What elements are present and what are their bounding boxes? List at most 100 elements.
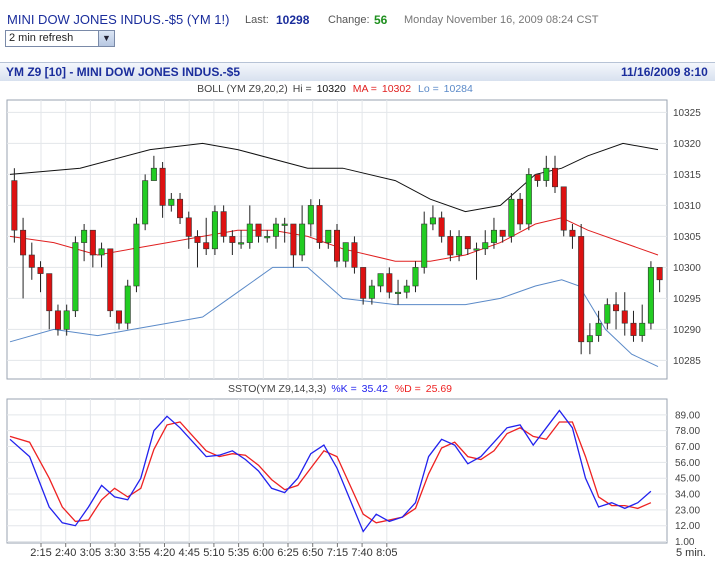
- candle-body: [142, 180, 149, 225]
- boll-hi-label: Hi =: [293, 83, 312, 95]
- candle-body: [639, 322, 646, 336]
- boll-legend: BOLL (YM Z9,20,2) Hi = 10320 MA = 10302 …: [197, 83, 473, 95]
- candle-body: [395, 291, 402, 294]
- candle-body: [98, 248, 105, 256]
- candlestick: [150, 155, 157, 181]
- x-tick-label: 6:25: [277, 547, 298, 559]
- candle-body: [429, 217, 436, 225]
- price-panel: BOLL (YM Z9,20,2) Hi = 10320 MA = 10302 …: [6, 83, 701, 380]
- candle-body: [133, 223, 140, 287]
- ssto-d-label: %D =: [395, 383, 421, 395]
- chart-date: 11/16/2009 8:10: [621, 65, 708, 79]
- candle-body: [316, 205, 323, 243]
- candlestick: [578, 224, 585, 355]
- candle-body: [421, 223, 428, 268]
- ssto-tick-label: 67.00: [675, 442, 700, 453]
- candle-body: [534, 174, 541, 181]
- candlestick: [438, 211, 445, 243]
- candle-body: [647, 267, 654, 324]
- candlestick: [133, 217, 140, 293]
- candlestick: [325, 229, 332, 249]
- candle-body: [11, 180, 18, 231]
- candlestick: [20, 217, 27, 299]
- candle-body: [517, 198, 524, 225]
- boll-hi-value: 10320: [317, 83, 346, 95]
- candlestick: [333, 224, 341, 268]
- candlestick: [386, 267, 393, 299]
- candlestick: [543, 155, 550, 187]
- candlestick: [351, 236, 358, 274]
- ssto-k-label: %K =: [331, 383, 356, 395]
- candlestick: [377, 273, 384, 293]
- candle-body: [604, 304, 611, 324]
- chart-area: BOLL (YM Z9,20,2) Hi = 10320 MA = 10302 …: [0, 81, 715, 567]
- price-tick-label: 10315: [673, 170, 701, 181]
- candlestick: [299, 205, 306, 262]
- candle-body: [37, 267, 44, 274]
- stochastic-panel: SSTO(YM Z9,14,3,3) %K = 35.42 %D = 25.69…: [6, 383, 700, 548]
- candle-body: [211, 211, 218, 250]
- d-line: [9, 421, 652, 524]
- chart-title-bar: YM Z9 [10] - MINI DOW JONES INDUS.-$5 11…: [0, 62, 715, 82]
- x-tick-label: 3:55: [129, 547, 150, 559]
- candlestick: [586, 323, 593, 355]
- chevron-down-icon[interactable]: ▼: [98, 31, 114, 46]
- change-value: 56: [374, 13, 388, 27]
- candlestick: [464, 236, 471, 255]
- candle-body: [551, 167, 559, 188]
- candlestick: [316, 199, 323, 249]
- candlestick: [238, 230, 245, 249]
- candlestick: [368, 279, 375, 305]
- candle-body: [20, 229, 27, 256]
- x-tick-label: 2:15: [30, 547, 51, 559]
- candle-body: [360, 267, 367, 299]
- ssto-tick-label: 1.00: [675, 537, 695, 548]
- candle-body: [482, 242, 489, 250]
- candlestick: [647, 261, 654, 330]
- candle-body: [621, 310, 628, 324]
- x-tick-label: 2:40: [55, 547, 76, 559]
- candle-body: [89, 229, 96, 256]
- candle-body: [613, 304, 620, 312]
- boll-ma-value: 10302: [382, 83, 411, 95]
- candle-body: [290, 223, 297, 256]
- candlestick: [403, 279, 410, 299]
- boll-lo-value: 10284: [444, 83, 473, 95]
- candle-body: [342, 242, 349, 262]
- candlestick: [307, 199, 314, 237]
- candle-body: [28, 254, 35, 268]
- candlestick: [360, 267, 367, 305]
- last-label: Last:: [245, 14, 269, 26]
- candlestick: [395, 279, 402, 305]
- x-axis: 2:15 2:40 3:05 3:30 3:55 4:20 4:45 5:10 5:35 6:00…: [30, 543, 706, 559]
- candlestick: [604, 298, 611, 330]
- refresh-select[interactable]: 2 min refresh ▼: [5, 30, 115, 47]
- price-tick-label: 10310: [673, 201, 701, 212]
- ssto-tick-label: 12.00: [675, 521, 700, 532]
- candlestick: [185, 211, 192, 249]
- candle-body: [255, 223, 262, 237]
- quote-header: MINI DOW JONES INDUS.-$5 (YM 1!) Last: 1…: [0, 0, 715, 58]
- candlestick: [517, 193, 524, 231]
- candle-body: [569, 229, 576, 237]
- candle-body: [307, 205, 314, 225]
- candlestick: [46, 273, 53, 330]
- candle-body: [81, 229, 88, 243]
- candle-body: [325, 229, 332, 243]
- candlestick: [124, 279, 131, 330]
- candlestick: [595, 310, 602, 342]
- candlestick: [246, 205, 253, 249]
- candle-body: [72, 242, 79, 312]
- candlestick: [37, 261, 44, 293]
- candlestick: [11, 168, 18, 243]
- candlestick: [656, 267, 663, 293]
- price-tick-label: 10295: [673, 294, 701, 305]
- candle-body: [299, 223, 306, 256]
- candlestick: [28, 242, 35, 280]
- candle-body: [46, 273, 53, 312]
- candlestick: [81, 224, 88, 262]
- candlestick: [211, 205, 218, 255]
- change-label: Change:: [328, 14, 370, 26]
- candlestick: [482, 230, 489, 255]
- candlestick: [142, 174, 149, 231]
